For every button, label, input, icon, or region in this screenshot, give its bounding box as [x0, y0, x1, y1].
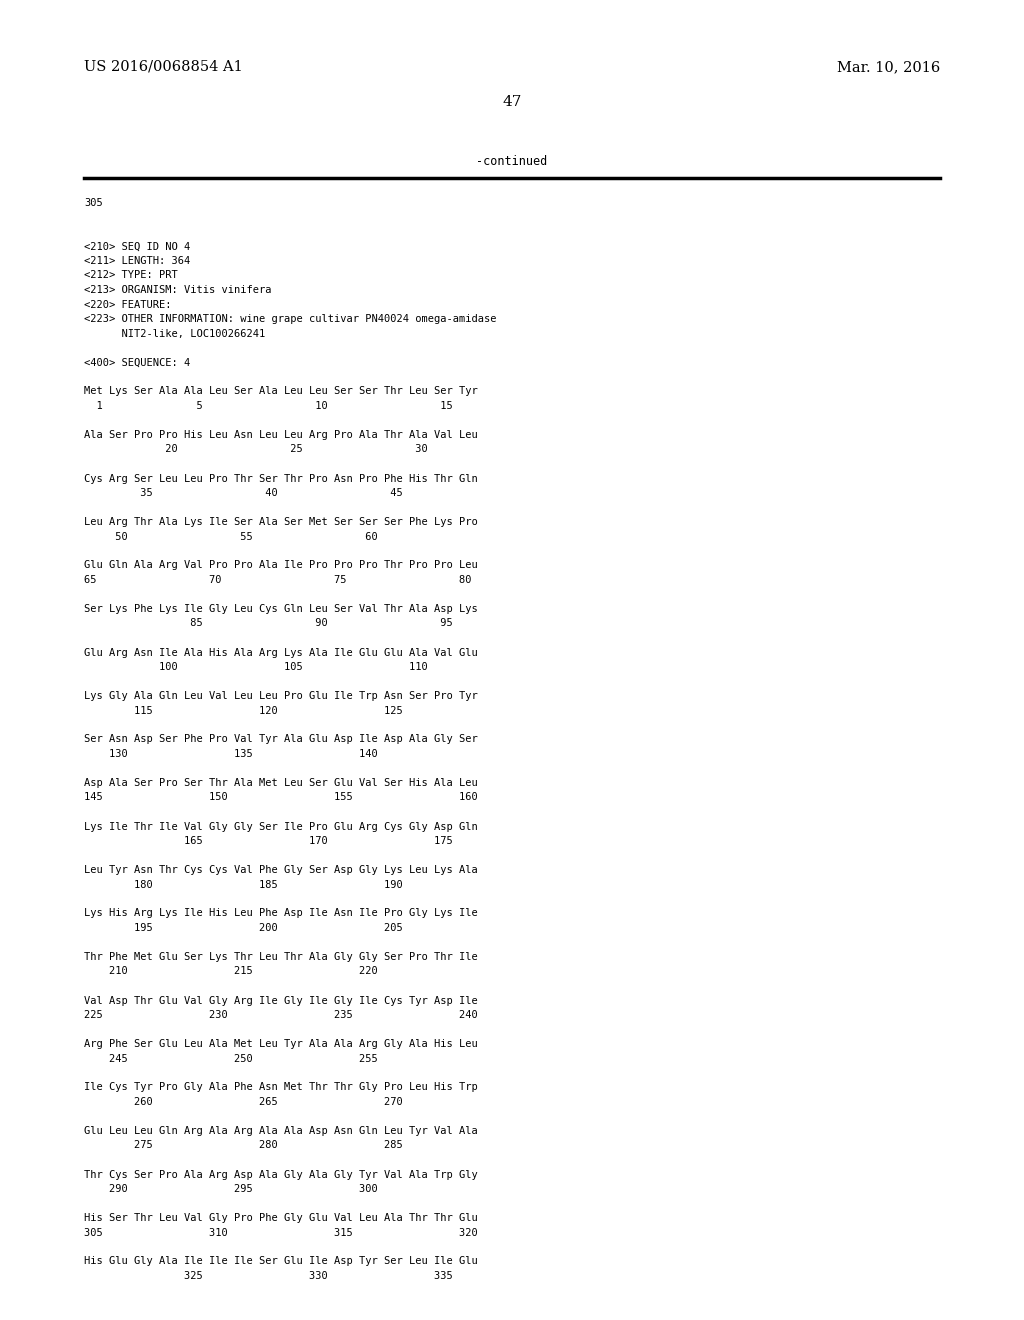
- Text: 47: 47: [503, 95, 521, 110]
- Text: 290                 295                 300: 290 295 300: [84, 1184, 378, 1195]
- Text: NIT2-like, LOC100266241: NIT2-like, LOC100266241: [84, 329, 265, 338]
- Text: Leu Arg Thr Ala Lys Ile Ser Ala Ser Met Ser Ser Ser Phe Lys Pro: Leu Arg Thr Ala Lys Ile Ser Ala Ser Met …: [84, 517, 478, 527]
- Text: Ser Lys Phe Lys Ile Gly Leu Cys Gln Leu Ser Val Thr Ala Asp Lys: Ser Lys Phe Lys Ile Gly Leu Cys Gln Leu …: [84, 605, 478, 614]
- Text: Glu Arg Asn Ile Ala His Ala Arg Lys Ala Ile Glu Glu Ala Val Glu: Glu Arg Asn Ile Ala His Ala Arg Lys Ala …: [84, 648, 478, 657]
- Text: His Glu Gly Ala Ile Ile Ile Ser Glu Ile Asp Tyr Ser Leu Ile Glu: His Glu Gly Ala Ile Ile Ile Ser Glu Ile …: [84, 1257, 478, 1266]
- Text: 100                 105                 110: 100 105 110: [84, 663, 428, 672]
- Text: Cys Arg Ser Leu Leu Pro Thr Ser Thr Pro Asn Pro Phe His Thr Gln: Cys Arg Ser Leu Leu Pro Thr Ser Thr Pro …: [84, 474, 478, 483]
- Text: Ile Cys Tyr Pro Gly Ala Phe Asn Met Thr Thr Gly Pro Leu His Trp: Ile Cys Tyr Pro Gly Ala Phe Asn Met Thr …: [84, 1082, 478, 1093]
- Text: Met Lys Ser Ala Ala Leu Ser Ala Leu Leu Ser Ser Thr Leu Ser Tyr: Met Lys Ser Ala Ala Leu Ser Ala Leu Leu …: [84, 387, 478, 396]
- Text: Lys His Arg Lys Ile His Leu Phe Asp Ile Asn Ile Pro Gly Lys Ile: Lys His Arg Lys Ile His Leu Phe Asp Ile …: [84, 908, 478, 919]
- Text: 165                 170                 175: 165 170 175: [84, 836, 453, 846]
- Text: 65                  70                  75                  80: 65 70 75 80: [84, 576, 471, 585]
- Text: Lys Gly Ala Gln Leu Val Leu Leu Pro Glu Ile Trp Asn Ser Pro Tyr: Lys Gly Ala Gln Leu Val Leu Leu Pro Glu …: [84, 690, 478, 701]
- Text: Thr Phe Met Glu Ser Lys Thr Leu Thr Ala Gly Gly Ser Pro Thr Ile: Thr Phe Met Glu Ser Lys Thr Leu Thr Ala …: [84, 952, 478, 962]
- Text: <220> FEATURE:: <220> FEATURE:: [84, 300, 171, 309]
- Text: 20                  25                  30: 20 25 30: [84, 445, 428, 454]
- Text: 305                 310                 315                 320: 305 310 315 320: [84, 1228, 478, 1238]
- Text: 180                 185                 190: 180 185 190: [84, 879, 402, 890]
- Text: 305: 305: [84, 198, 102, 209]
- Text: 50                  55                  60: 50 55 60: [84, 532, 378, 541]
- Text: 1               5                  10                  15: 1 5 10 15: [84, 401, 453, 411]
- Text: 260                 265                 270: 260 265 270: [84, 1097, 402, 1107]
- Text: Ser Asn Asp Ser Phe Pro Val Tyr Ala Glu Asp Ile Asp Ala Gly Ser: Ser Asn Asp Ser Phe Pro Val Tyr Ala Glu …: [84, 734, 478, 744]
- Text: 245                 250                 255: 245 250 255: [84, 1053, 378, 1064]
- Text: Mar. 10, 2016: Mar. 10, 2016: [837, 59, 940, 74]
- Text: Glu Leu Leu Gln Arg Ala Arg Ala Ala Asp Asn Gln Leu Tyr Val Ala: Glu Leu Leu Gln Arg Ala Arg Ala Ala Asp …: [84, 1126, 478, 1137]
- Text: 225                 230                 235                 240: 225 230 235 240: [84, 1010, 478, 1020]
- Text: <212> TYPE: PRT: <212> TYPE: PRT: [84, 271, 178, 281]
- Text: Val Asp Thr Glu Val Gly Arg Ile Gly Ile Gly Ile Cys Tyr Asp Ile: Val Asp Thr Glu Val Gly Arg Ile Gly Ile …: [84, 995, 478, 1006]
- Text: <213> ORGANISM: Vitis vinifera: <213> ORGANISM: Vitis vinifera: [84, 285, 271, 294]
- Text: 210                 215                 220: 210 215 220: [84, 966, 378, 977]
- Text: Ala Ser Pro Pro His Leu Asn Leu Leu Arg Pro Ala Thr Ala Val Leu: Ala Ser Pro Pro His Leu Asn Leu Leu Arg …: [84, 430, 478, 440]
- Text: His Ser Thr Leu Val Gly Pro Phe Gly Glu Val Leu Ala Thr Thr Glu: His Ser Thr Leu Val Gly Pro Phe Gly Glu …: [84, 1213, 478, 1224]
- Text: Arg Phe Ser Glu Leu Ala Met Leu Tyr Ala Ala Arg Gly Ala His Leu: Arg Phe Ser Glu Leu Ala Met Leu Tyr Ala …: [84, 1039, 478, 1049]
- Text: 115                 120                 125: 115 120 125: [84, 705, 402, 715]
- Text: -continued: -continued: [476, 154, 548, 168]
- Text: <210> SEQ ID NO 4: <210> SEQ ID NO 4: [84, 242, 190, 252]
- Text: Asp Ala Ser Pro Ser Thr Ala Met Leu Ser Glu Val Ser His Ala Leu: Asp Ala Ser Pro Ser Thr Ala Met Leu Ser …: [84, 777, 478, 788]
- Text: 195                 200                 205: 195 200 205: [84, 923, 402, 933]
- Text: Thr Cys Ser Pro Ala Arg Asp Ala Gly Ala Gly Tyr Val Ala Trp Gly: Thr Cys Ser Pro Ala Arg Asp Ala Gly Ala …: [84, 1170, 478, 1180]
- Text: <211> LENGTH: 364: <211> LENGTH: 364: [84, 256, 190, 267]
- Text: US 2016/0068854 A1: US 2016/0068854 A1: [84, 59, 243, 74]
- Text: 130                 135                 140: 130 135 140: [84, 748, 378, 759]
- Text: Lys Ile Thr Ile Val Gly Gly Ser Ile Pro Glu Arg Cys Gly Asp Gln: Lys Ile Thr Ile Val Gly Gly Ser Ile Pro …: [84, 821, 478, 832]
- Text: <400> SEQUENCE: 4: <400> SEQUENCE: 4: [84, 358, 190, 367]
- Text: Leu Tyr Asn Thr Cys Cys Val Phe Gly Ser Asp Gly Lys Leu Lys Ala: Leu Tyr Asn Thr Cys Cys Val Phe Gly Ser …: [84, 865, 478, 875]
- Text: 275                 280                 285: 275 280 285: [84, 1140, 402, 1151]
- Text: 325                 330                 335: 325 330 335: [84, 1271, 453, 1280]
- Text: Glu Gln Ala Arg Val Pro Pro Ala Ile Pro Pro Pro Thr Pro Pro Leu: Glu Gln Ala Arg Val Pro Pro Ala Ile Pro …: [84, 561, 478, 570]
- Text: 85                  90                  95: 85 90 95: [84, 619, 453, 628]
- Text: 145                 150                 155                 160: 145 150 155 160: [84, 792, 478, 803]
- Text: <223> OTHER INFORMATION: wine grape cultivar PN40024 omega-amidase: <223> OTHER INFORMATION: wine grape cult…: [84, 314, 497, 323]
- Text: 35                  40                  45: 35 40 45: [84, 488, 402, 498]
